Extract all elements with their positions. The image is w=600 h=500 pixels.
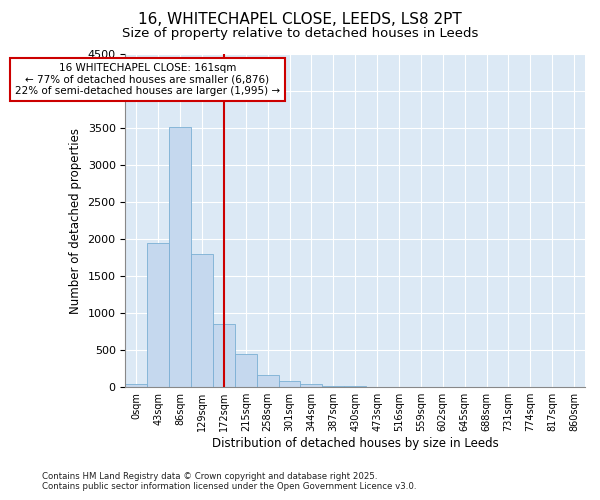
Text: 16, WHITECHAPEL CLOSE, LEEDS, LS8 2PT: 16, WHITECHAPEL CLOSE, LEEDS, LS8 2PT <box>138 12 462 28</box>
Bar <box>191 254 213 387</box>
Text: Contains HM Land Registry data © Crown copyright and database right 2025.
Contai: Contains HM Land Registry data © Crown c… <box>42 472 416 491</box>
X-axis label: Distribution of detached houses by size in Leeds: Distribution of detached houses by size … <box>212 437 499 450</box>
Bar <box>278 380 301 387</box>
Bar <box>257 374 278 387</box>
Text: Size of property relative to detached houses in Leeds: Size of property relative to detached ho… <box>122 28 478 40</box>
Bar <box>148 243 169 387</box>
Bar <box>344 386 366 387</box>
Bar <box>213 324 235 387</box>
Text: 16 WHITECHAPEL CLOSE: 161sqm
← 77% of detached houses are smaller (6,876)
22% of: 16 WHITECHAPEL CLOSE: 161sqm ← 77% of de… <box>15 63 280 96</box>
Bar <box>169 128 191 387</box>
Y-axis label: Number of detached properties: Number of detached properties <box>69 128 82 314</box>
Bar <box>235 354 257 387</box>
Bar <box>301 384 322 387</box>
Bar <box>125 384 148 387</box>
Bar <box>322 386 344 387</box>
